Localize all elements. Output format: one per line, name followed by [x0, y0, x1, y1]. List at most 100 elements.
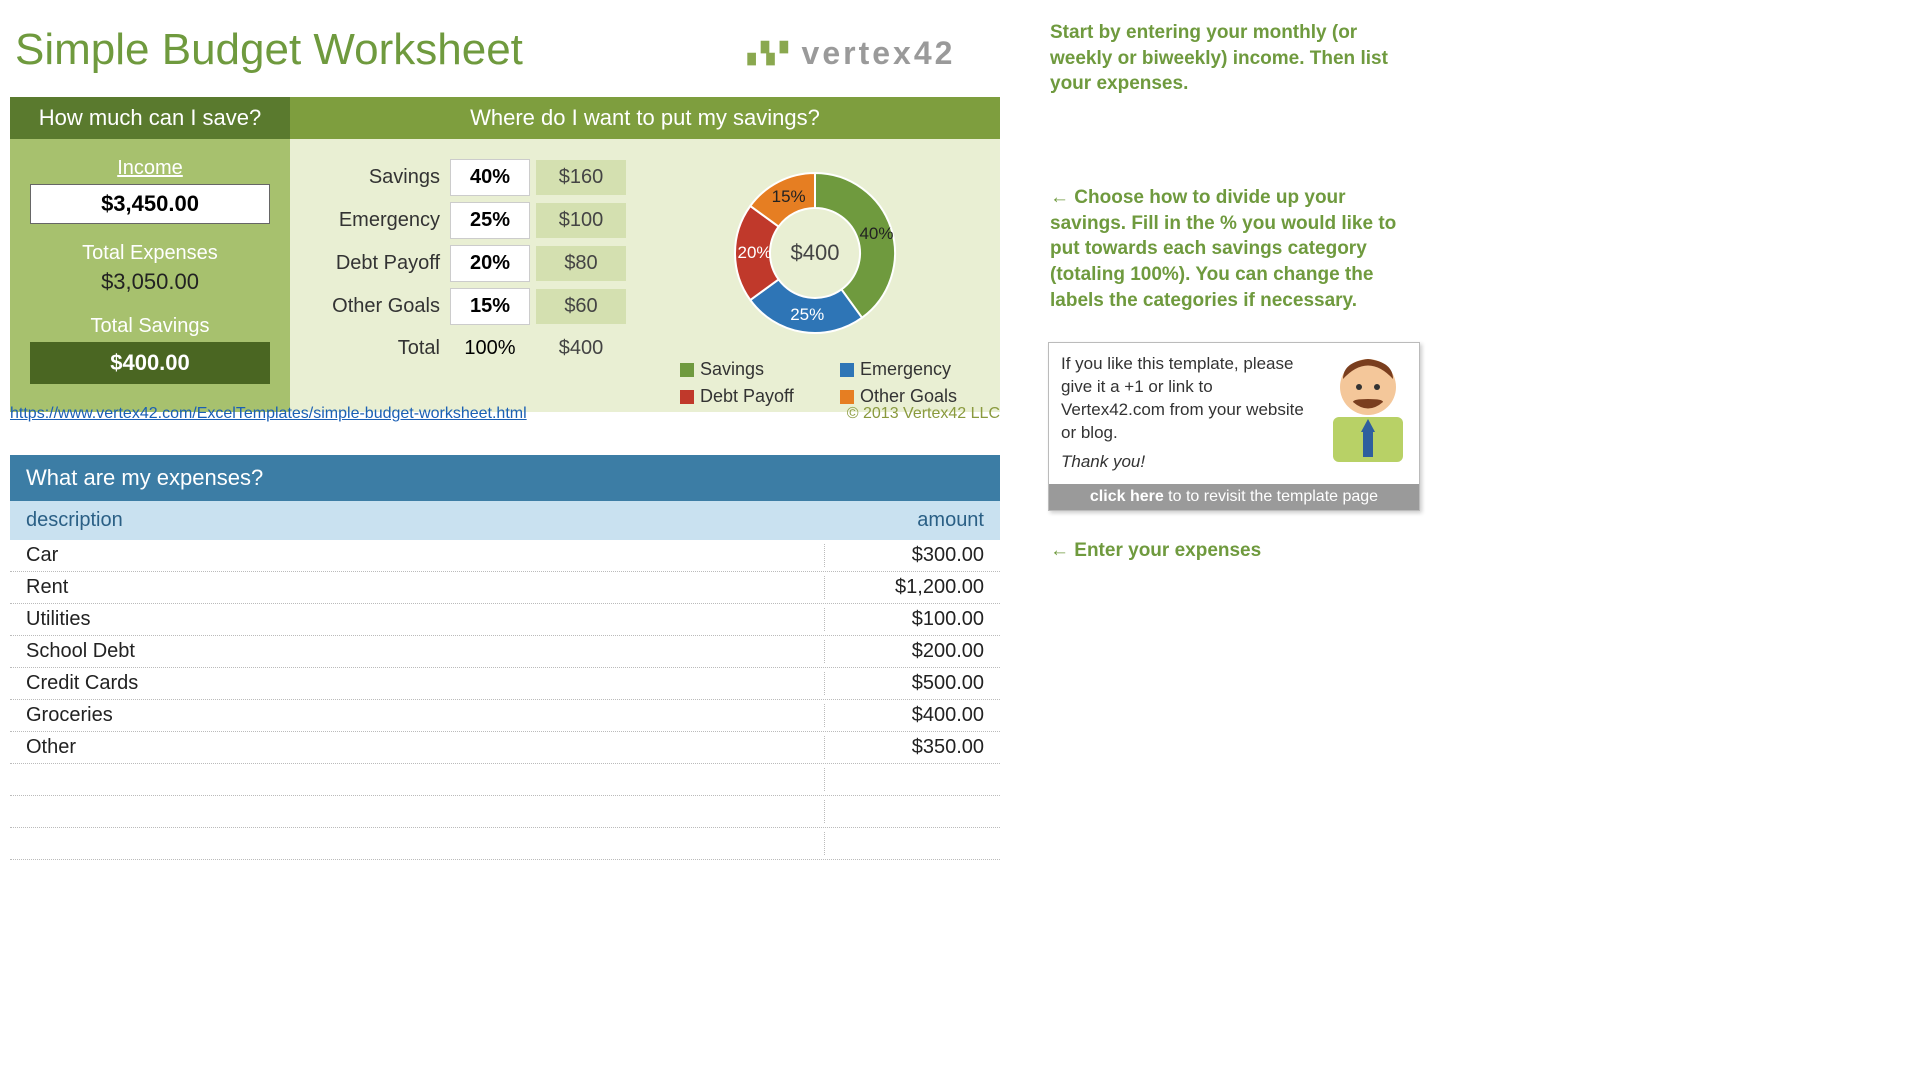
vertex42-logo: ▗▝▖▘ vertex42: [740, 35, 955, 72]
allocation-row: Other Goals15%$60: [300, 288, 660, 325]
donut-center-label: $400: [791, 240, 840, 266]
legend-label: Other Goals: [860, 386, 957, 407]
expenses-col-amount: amount: [824, 509, 984, 532]
income-label: Income: [30, 157, 270, 180]
alloc-amount: $100: [536, 203, 626, 238]
legend-swatch-icon: [840, 390, 854, 404]
alloc-total-pct: 100%: [450, 331, 530, 366]
expense-amount: $1,200.00: [824, 576, 984, 599]
expenses-col-description: description: [26, 509, 824, 532]
allocation-header: Where do I want to put my savings?: [290, 97, 1000, 139]
expense-row[interactable]: Car$300.00: [10, 540, 1000, 572]
expense-row-empty[interactable]: [10, 828, 1000, 860]
expenses-table: What are my expenses? description amount…: [10, 455, 1000, 860]
link-row: https://www.vertex42.com/ExcelTemplates/…: [10, 405, 1000, 423]
donut-chart-area: $400 40%25%20%15% SavingsEmergencyDebt P…: [670, 159, 990, 372]
alloc-total-label: Total: [300, 337, 450, 360]
alloc-label: Other Goals: [300, 295, 450, 318]
summary-panel: How much can I save? Income $3,450.00 To…: [10, 97, 1000, 412]
expense-description: Car: [26, 544, 824, 567]
promo-click-here: click here: [1090, 488, 1164, 505]
cartoon-avatar-icon: [1323, 347, 1413, 462]
instruction-note-1: Start by entering your monthly (or weekl…: [1050, 20, 1420, 97]
legend-item: Emergency: [840, 359, 1000, 380]
allocation-table: Savings40%$160 Emergency25%$100 Debt Payof…: [300, 159, 660, 372]
alloc-pct-input[interactable]: 15%: [450, 288, 530, 325]
allocation-total-row: Total 100% $400: [300, 331, 660, 366]
legend-label: Emergency: [860, 359, 951, 380]
income-input[interactable]: $3,450.00: [30, 184, 270, 224]
total-expenses-label: Total Expenses: [30, 242, 270, 265]
expense-amount: $400.00: [824, 704, 984, 727]
promo-footer-link[interactable]: click here to to revisit the template pa…: [1049, 484, 1419, 510]
expense-description: Other: [26, 736, 824, 759]
legend-item: Debt Payoff: [680, 386, 840, 407]
donut-chart: $400 40% 25% 20% 15%: [700, 153, 930, 353]
copyright-text: © 2013 Vertex42 LLC: [847, 405, 1000, 423]
allocation-column: Where do I want to put my savings? Savin…: [290, 97, 1000, 412]
alloc-label: Savings: [300, 166, 450, 189]
total-expenses-value: $3,050.00: [30, 269, 270, 295]
promo-footer-rest: to to revisit the template page: [1164, 488, 1378, 505]
expense-amount: $350.00: [824, 736, 984, 759]
page-title: Simple Budget Worksheet: [15, 25, 523, 75]
donut-segment-label: 15%: [772, 187, 806, 207]
donut-segment-label: 25%: [790, 305, 824, 325]
alloc-pct-input[interactable]: 25%: [450, 202, 530, 239]
legend-label: Savings: [700, 359, 764, 380]
alloc-label: Debt Payoff: [300, 252, 450, 275]
expense-description: School Debt: [26, 640, 824, 663]
donut-segment-label: 20%: [738, 243, 772, 263]
expenses-header: What are my expenses?: [10, 455, 1000, 501]
save-column: How much can I save? Income $3,450.00 To…: [10, 97, 290, 412]
expense-amount: $100.00: [824, 608, 984, 631]
expense-description: Rent: [26, 576, 824, 599]
expense-row[interactable]: Groceries$400.00: [10, 700, 1000, 732]
promo-thanks: Thank you!: [1061, 451, 1319, 474]
legend-label: Debt Payoff: [700, 386, 794, 407]
allocation-row: Debt Payoff20%$80: [300, 245, 660, 282]
alloc-amount: $160: [536, 160, 626, 195]
expense-row[interactable]: Utilities$100.00: [10, 604, 1000, 636]
instruction-note-2: ← Choose how to divide up your savings. …: [1050, 185, 1420, 313]
legend-item: Savings: [680, 359, 840, 380]
save-body: Income $3,450.00 Total Expenses $3,050.0…: [10, 139, 290, 412]
allocation-row: Emergency25%$100: [300, 202, 660, 239]
alloc-total-amount: $400: [536, 331, 626, 366]
expense-description: Utilities: [26, 608, 824, 631]
legend-swatch-icon: [840, 363, 854, 377]
expense-row[interactable]: Rent$1,200.00: [10, 572, 1000, 604]
promo-box[interactable]: If you like this template, please give i…: [1048, 342, 1420, 511]
promo-message: If you like this template, please give i…: [1061, 354, 1304, 442]
logo-mark-icon: ▗▝▖▘: [740, 41, 794, 66]
expense-row[interactable]: Other$350.00: [10, 732, 1000, 764]
expense-amount: $300.00: [824, 544, 984, 567]
expense-description: Groceries: [26, 704, 824, 727]
allocation-body: Savings40%$160Emergency25%$100Debt Payof…: [290, 139, 1000, 392]
legend-item: Other Goals: [840, 386, 1000, 407]
expense-amount: $500.00: [824, 672, 984, 695]
expense-amount: $200.00: [824, 640, 984, 663]
expenses-column-headers: description amount: [10, 501, 1000, 540]
chart-legend: Savings Emergency Debt Payoff Other Goals: [680, 359, 1000, 407]
alloc-amount: $60: [536, 289, 626, 324]
logo-text: vertex42: [802, 35, 956, 72]
allocation-row: Savings40%$160: [300, 159, 660, 196]
template-url-link[interactable]: https://www.vertex42.com/ExcelTemplates/…: [10, 405, 527, 423]
alloc-label: Emergency: [300, 209, 450, 232]
expense-row[interactable]: School Debt$200.00: [10, 636, 1000, 668]
total-savings-value: $400.00: [30, 342, 270, 384]
alloc-pct-input[interactable]: 20%: [450, 245, 530, 282]
legend-swatch-icon: [680, 390, 694, 404]
expense-row-empty[interactable]: [10, 764, 1000, 796]
alloc-pct-input[interactable]: 40%: [450, 159, 530, 196]
legend-swatch-icon: [680, 363, 694, 377]
alloc-amount: $80: [536, 246, 626, 281]
expense-row[interactable]: Credit Cards$500.00: [10, 668, 1000, 700]
instruction-note-3: ← Enter your expenses: [1050, 538, 1420, 564]
save-header: How much can I save?: [10, 97, 290, 139]
total-savings-label: Total Savings: [30, 315, 270, 338]
expense-row-empty[interactable]: [10, 796, 1000, 828]
expense-description: Credit Cards: [26, 672, 824, 695]
donut-segment-label: 40%: [859, 224, 893, 244]
